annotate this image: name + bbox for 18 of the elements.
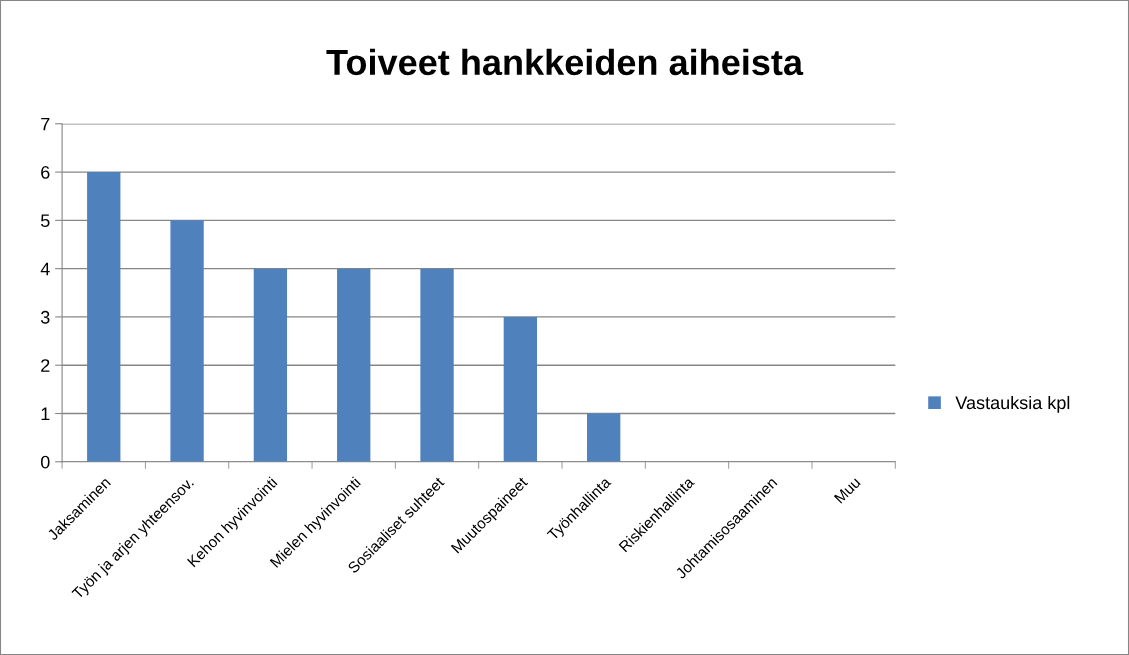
- y-tick-label: 2: [41, 359, 50, 372]
- y-tick-label: 1: [41, 407, 50, 421]
- chart-title: Toiveet hankkeiden aiheista: [326, 48, 804, 76]
- bar: [503, 316, 538, 462]
- y-tick-label: 6: [41, 166, 50, 179]
- y-tick-label: 0: [40, 455, 50, 469]
- y-tick-label: 4: [40, 262, 50, 276]
- y-tick-label: 5: [40, 214, 50, 228]
- legend-label: Vastauksia kpl: [955, 395, 1070, 413]
- bar: [87, 172, 121, 462]
- x-tick-label: Muu: [833, 476, 861, 504]
- bar: [337, 268, 371, 462]
- y-tick-label: 7: [41, 117, 50, 131]
- bar: [420, 268, 454, 462]
- y-tick-label: 3: [40, 310, 50, 324]
- bar: [253, 268, 288, 462]
- bar: [587, 413, 621, 462]
- bar: [170, 220, 204, 462]
